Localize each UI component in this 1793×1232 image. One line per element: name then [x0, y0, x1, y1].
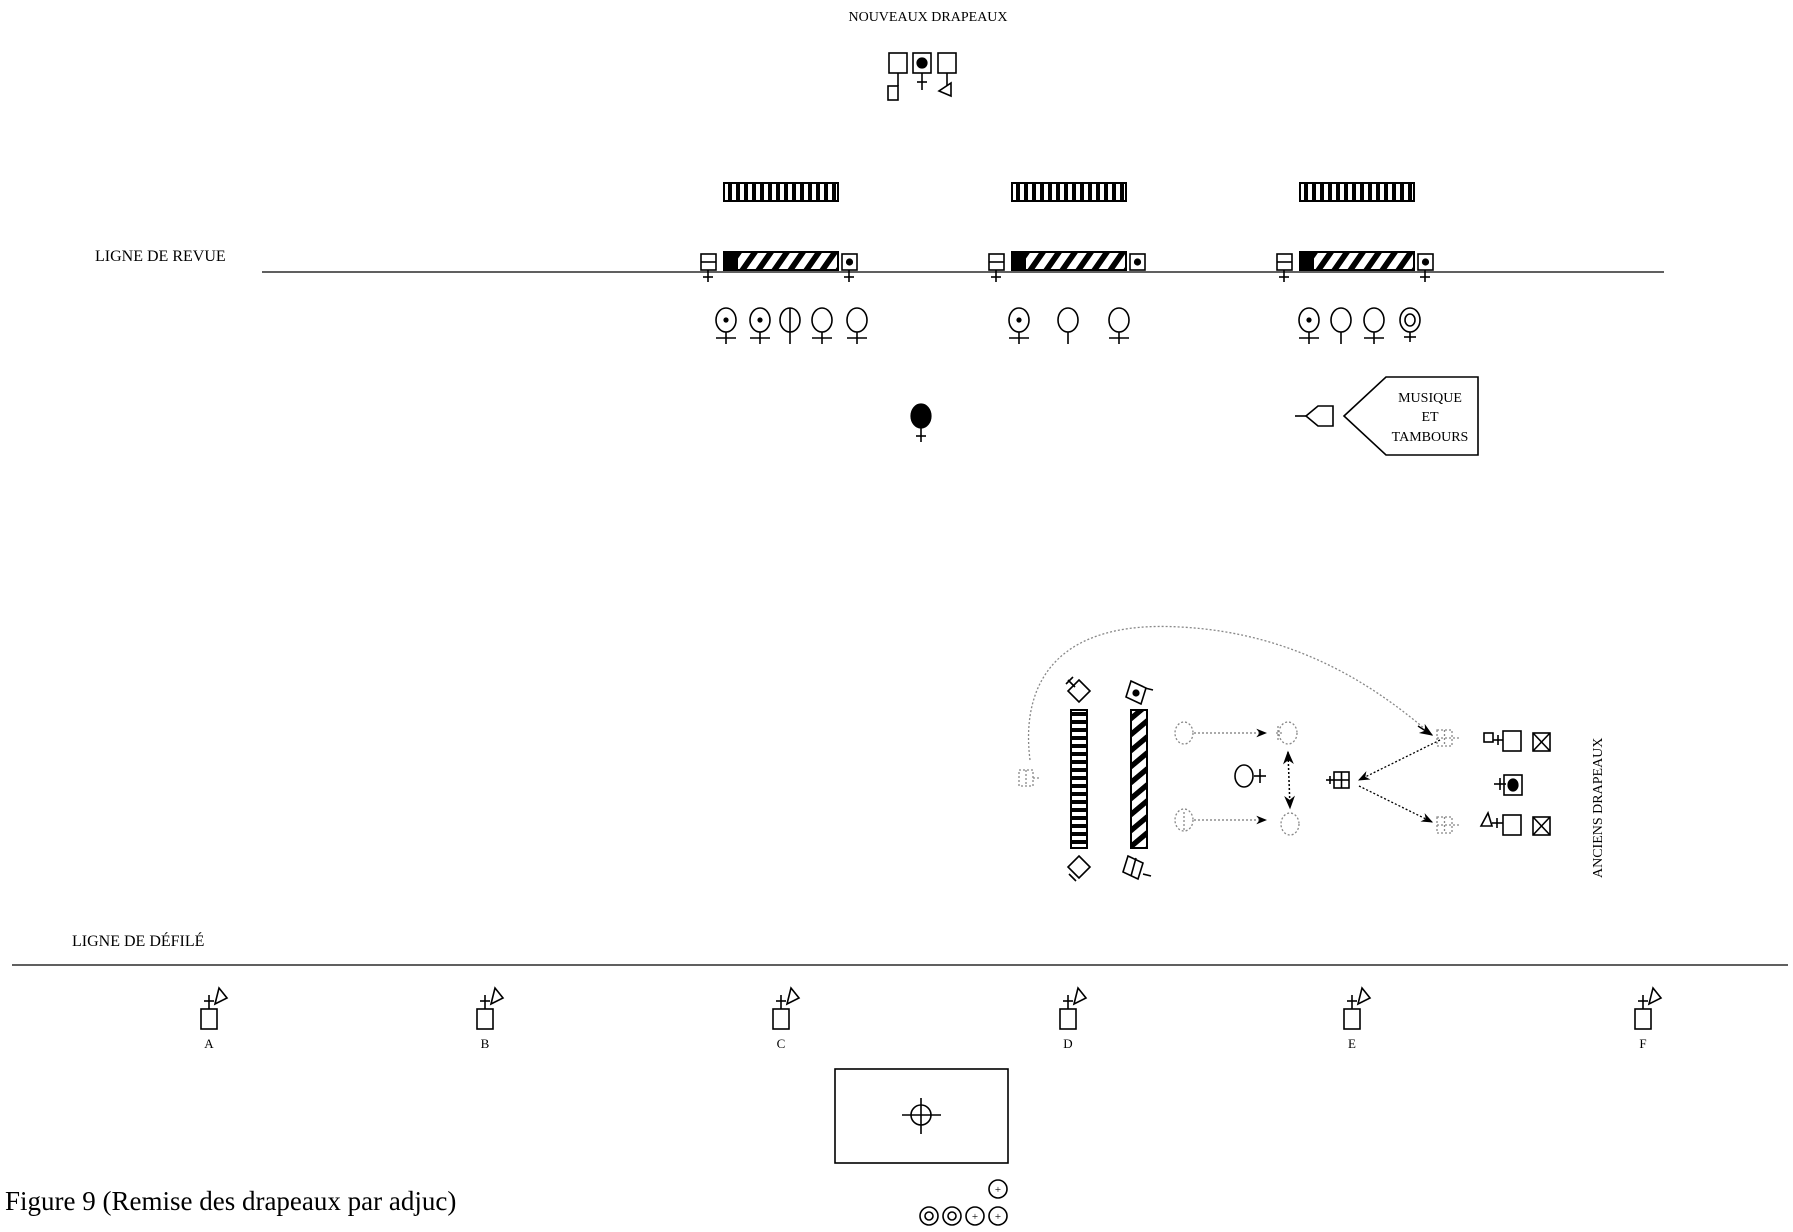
flag-movement-path [1027, 625, 1433, 761]
old-flags-group [1479, 730, 1551, 836]
officers-group-2 [1008, 307, 1130, 344]
band-label-line2: ET [1421, 410, 1439, 425]
parade-marker-a: A [200, 986, 229, 1051]
parade-marker-f: F [1634, 986, 1663, 1051]
band-label-line1: MUSIQUE [1398, 391, 1462, 406]
review-unit-2 [988, 251, 1146, 282]
parade-marker-label: C [777, 1036, 786, 1051]
parade-marker-label: B [481, 1036, 490, 1051]
figure-caption: Figure 9 (Remise des drapeaux par adjuc) [5, 1186, 456, 1216]
parade-markers: A B C D E F [200, 986, 1663, 1051]
svg-text:+: + [995, 1211, 1001, 1223]
svg-text:+: + [972, 1211, 978, 1223]
center-officer [1234, 764, 1266, 788]
parade-line-label: LIGNE DE DÉFILÉ [72, 931, 204, 950]
flag-handover-point [1326, 739, 1441, 823]
new-flags-label: NOUVEAUX DRAPEAUX [848, 10, 1007, 25]
old-flags-label: ANCIENS DRAPEAUX [1591, 738, 1606, 878]
parade-marker-c: C [772, 986, 801, 1051]
flag-bearer-dotted [1018, 769, 1041, 787]
review-unit-3 [1276, 251, 1434, 282]
parade-marker-label: F [1639, 1036, 1646, 1051]
review-unit-1 [700, 251, 858, 282]
commander-symbol [910, 403, 932, 442]
parade-marker-label: A [204, 1036, 214, 1051]
old-flag-columns [1065, 676, 1154, 882]
officers-group-3 [1298, 307, 1421, 344]
band-label-line3: TAMBOURS [1392, 430, 1469, 445]
review-line-label: LIGNE DE REVUE [95, 248, 226, 265]
svg-text:+: + [995, 1184, 1001, 1196]
band-symbol [1295, 376, 1479, 456]
dignitaries-group: + + + [919, 1179, 1008, 1226]
parade-marker-d: D [1059, 986, 1088, 1051]
drum-rank-bars [723, 182, 1415, 202]
reviewing-stand [834, 1068, 1009, 1164]
officers-group-1 [715, 307, 868, 344]
dotted-officers [1174, 721, 1300, 836]
parade-marker-label: E [1348, 1036, 1356, 1051]
parade-marker-e: E [1343, 986, 1372, 1051]
new-flags-group [887, 52, 957, 101]
parade-marker-label: D [1063, 1036, 1072, 1051]
parade-marker-b: B [476, 986, 505, 1051]
dotted-bearers [1436, 729, 1460, 834]
